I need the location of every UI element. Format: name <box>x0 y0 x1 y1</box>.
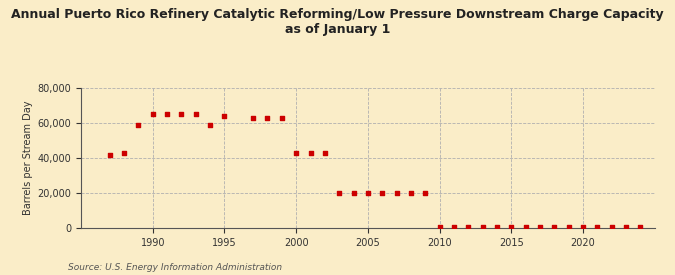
Point <box>520 225 531 230</box>
Point <box>434 225 445 230</box>
Point <box>506 225 517 230</box>
Point <box>219 114 230 118</box>
Point <box>262 116 273 120</box>
Point <box>592 225 603 230</box>
Point <box>176 112 187 117</box>
Point <box>348 191 359 195</box>
Point <box>190 112 201 117</box>
Point <box>377 191 387 195</box>
Text: Annual Puerto Rico Refinery Catalytic Reforming/Low Pressure Downstream Charge C: Annual Puerto Rico Refinery Catalytic Re… <box>11 8 664 36</box>
Point <box>291 151 302 155</box>
Point <box>635 225 646 230</box>
Point <box>133 123 144 127</box>
Point <box>535 225 545 230</box>
Point <box>305 151 316 155</box>
Point <box>491 225 502 230</box>
Point <box>606 225 617 230</box>
Point <box>248 116 259 120</box>
Point <box>277 116 288 120</box>
Point <box>392 191 402 195</box>
Point <box>406 191 416 195</box>
Point <box>162 112 173 117</box>
Point <box>319 151 330 155</box>
Point <box>578 225 589 230</box>
Point <box>463 225 474 230</box>
Y-axis label: Barrels per Stream Day: Barrels per Stream Day <box>23 101 33 215</box>
Point <box>147 112 158 117</box>
Point <box>621 225 632 230</box>
Point <box>448 225 459 230</box>
Point <box>104 152 115 157</box>
Point <box>549 225 560 230</box>
Point <box>563 225 574 230</box>
Point <box>119 151 130 155</box>
Point <box>205 123 215 127</box>
Point <box>333 191 344 195</box>
Text: Source: U.S. Energy Information Administration: Source: U.S. Energy Information Administ… <box>68 263 281 272</box>
Point <box>362 191 373 195</box>
Point <box>477 225 488 230</box>
Point <box>420 191 431 195</box>
